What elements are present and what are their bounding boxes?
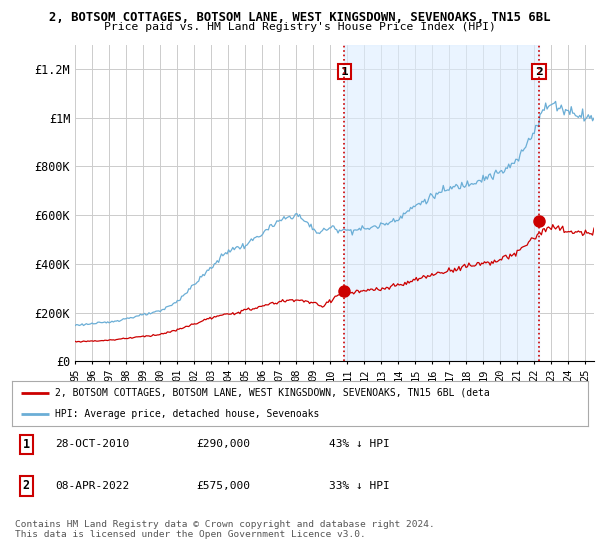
Text: Price paid vs. HM Land Registry's House Price Index (HPI): Price paid vs. HM Land Registry's House …	[104, 22, 496, 32]
Text: 33% ↓ HPI: 33% ↓ HPI	[329, 481, 389, 491]
Text: 1: 1	[23, 438, 30, 451]
Text: £575,000: £575,000	[196, 481, 250, 491]
Bar	[344, 45, 539, 361]
Text: 08-APR-2022: 08-APR-2022	[55, 481, 130, 491]
Text: 28-OCT-2010: 28-OCT-2010	[55, 440, 130, 450]
Text: HPI: Average price, detached house, Sevenoaks: HPI: Average price, detached house, Seve…	[55, 408, 320, 418]
Text: 2: 2	[535, 67, 543, 77]
Text: 2, BOTSOM COTTAGES, BOTSOM LANE, WEST KINGSDOWN, SEVENOAKS, TN15 6BL (deta: 2, BOTSOM COTTAGES, BOTSOM LANE, WEST KI…	[55, 388, 490, 398]
Text: £290,000: £290,000	[196, 440, 250, 450]
Text: 1: 1	[340, 67, 348, 77]
Text: 2, BOTSOM COTTAGES, BOTSOM LANE, WEST KINGSDOWN, SEVENOAKS, TN15 6BL: 2, BOTSOM COTTAGES, BOTSOM LANE, WEST KI…	[49, 11, 551, 24]
Text: 43% ↓ HPI: 43% ↓ HPI	[329, 440, 389, 450]
Text: Contains HM Land Registry data © Crown copyright and database right 2024.
This d: Contains HM Land Registry data © Crown c…	[15, 520, 435, 539]
Text: 2: 2	[23, 479, 30, 492]
